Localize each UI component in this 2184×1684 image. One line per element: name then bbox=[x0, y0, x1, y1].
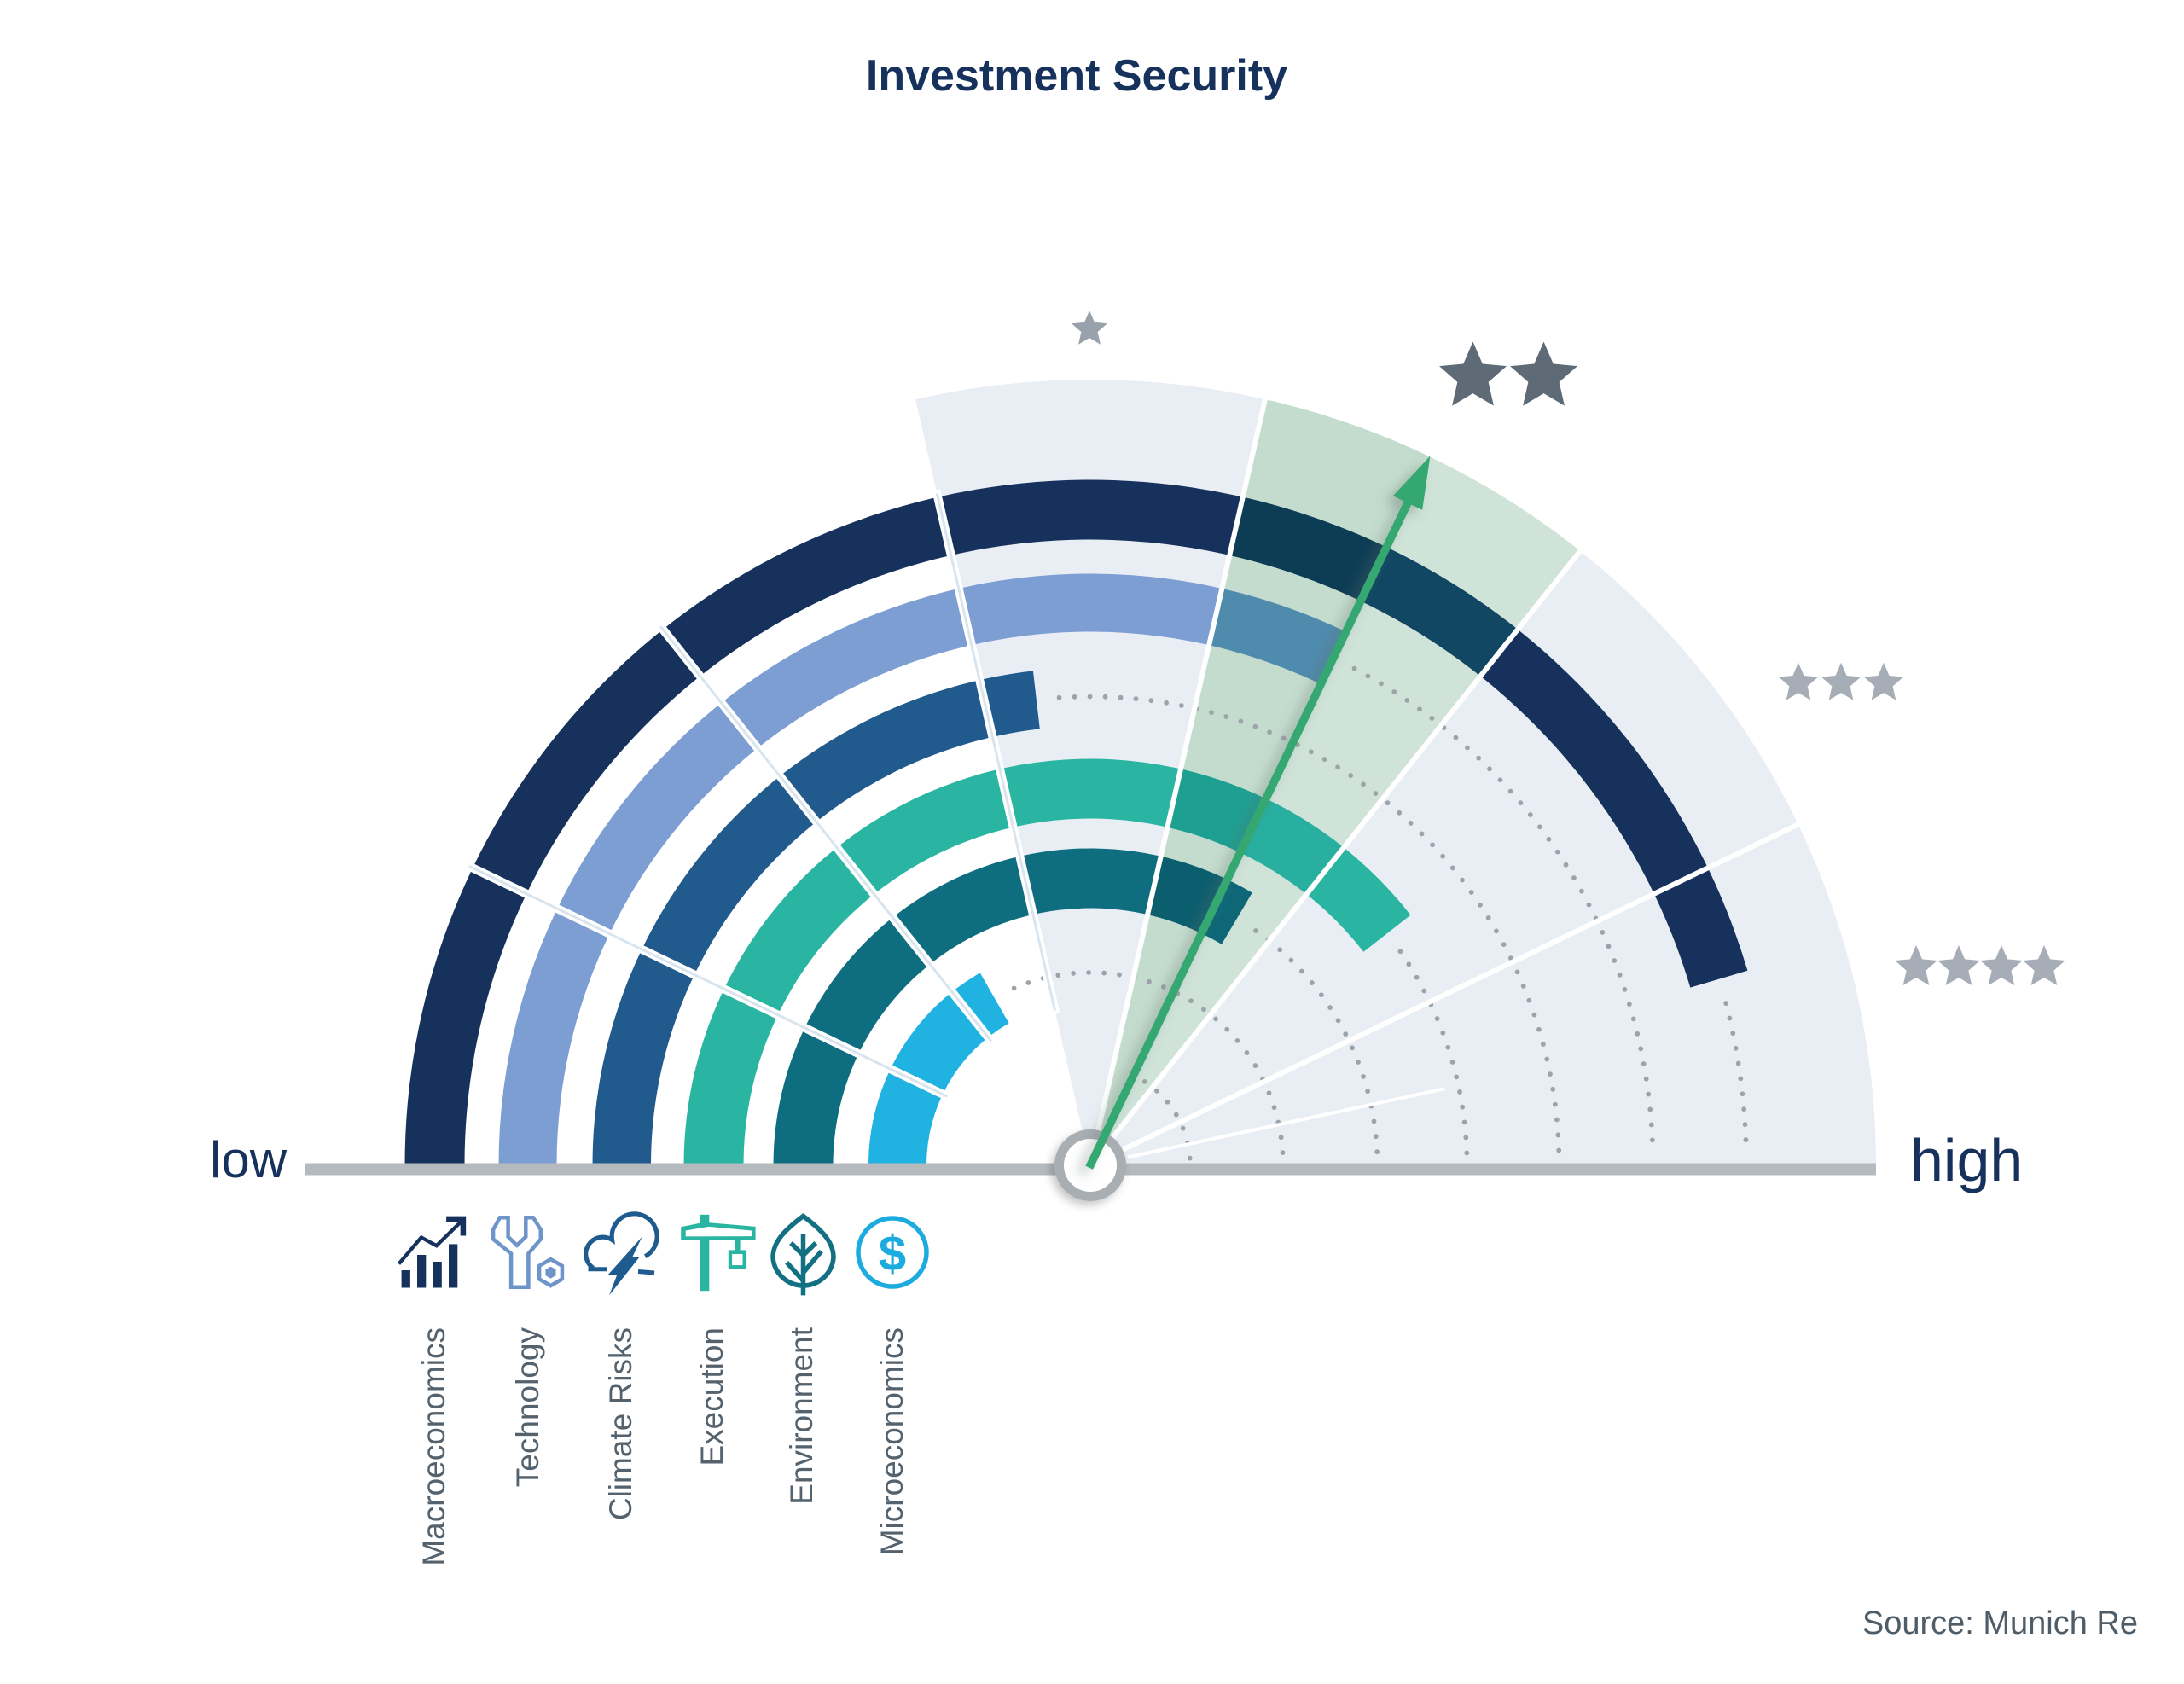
svg-text:Climate Risks: Climate Risks bbox=[603, 1327, 638, 1520]
svg-text:low: low bbox=[210, 1131, 288, 1188]
svg-text:high: high bbox=[1910, 1127, 2023, 1193]
svg-text:Source: Munich Re: Source: Munich Re bbox=[1862, 1606, 2138, 1641]
svg-text:Macroeconomics: Macroeconomics bbox=[416, 1327, 451, 1566]
svg-text:Environment: Environment bbox=[784, 1327, 819, 1504]
svg-text:Investment Security: Investment Security bbox=[866, 51, 1287, 101]
svg-text:Execution: Execution bbox=[694, 1327, 729, 1466]
svg-text:Microeconomics: Microeconomics bbox=[874, 1327, 909, 1555]
svg-text:Technology: Technology bbox=[510, 1327, 545, 1488]
svg-text:$: $ bbox=[879, 1226, 906, 1281]
